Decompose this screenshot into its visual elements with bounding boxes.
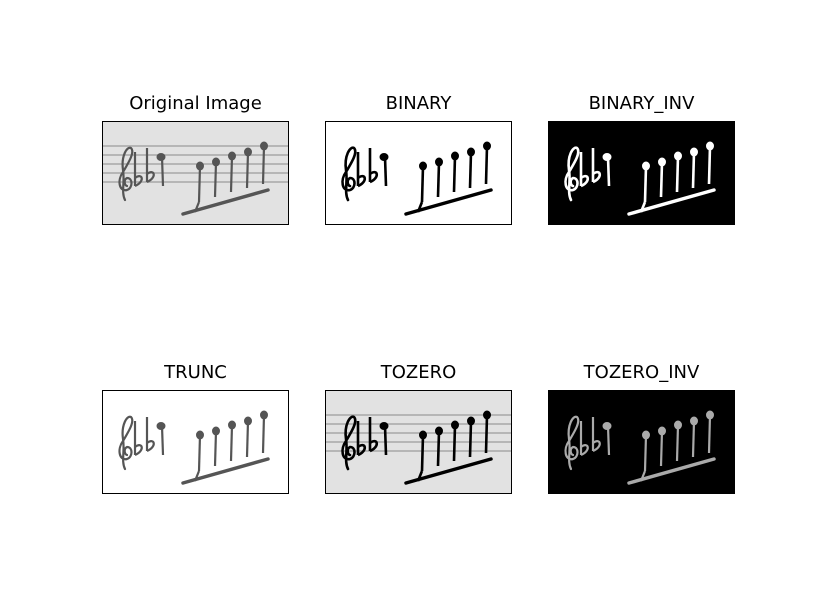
image-frame	[102, 121, 289, 225]
panel-tozero: TOZERO	[325, 362, 512, 494]
music-notation	[341, 410, 493, 485]
panel-binary-inv: BINARY_INV	[548, 93, 735, 225]
panel-title: TRUNC	[164, 362, 227, 383]
image-frame	[102, 390, 289, 494]
panel-tozero-inv: TOZERO_INV	[548, 362, 735, 494]
panel-title: TOZERO_INV	[583, 362, 700, 383]
panel-original: Original Image	[102, 93, 289, 225]
sheet-music-image-trunc	[103, 391, 288, 493]
music-notation	[118, 141, 270, 216]
sheet-music-image-original	[103, 122, 288, 224]
image-frame	[325, 121, 512, 225]
panel-trunc: TRUNC	[102, 362, 289, 494]
sheet-music-image-binary-inv	[549, 122, 734, 224]
music-notation	[564, 141, 716, 216]
staff-lines	[103, 145, 288, 183]
sheet-music-image-tozero-inv	[549, 391, 734, 493]
panel-title: BINARY	[385, 93, 452, 114]
panel-title: Original Image	[129, 93, 262, 114]
image-frame	[325, 390, 512, 494]
panel-title: TOZERO	[380, 362, 457, 383]
panel-title: BINARY_INV	[588, 93, 695, 114]
music-notation	[341, 141, 493, 216]
panel-binary: BINARY	[325, 93, 512, 225]
sheet-music-image-binary	[326, 122, 511, 224]
music-notation	[118, 410, 270, 485]
image-frame	[548, 390, 735, 494]
image-frame	[548, 121, 735, 225]
music-notation	[564, 410, 716, 485]
sheet-music-image-tozero	[326, 391, 511, 493]
